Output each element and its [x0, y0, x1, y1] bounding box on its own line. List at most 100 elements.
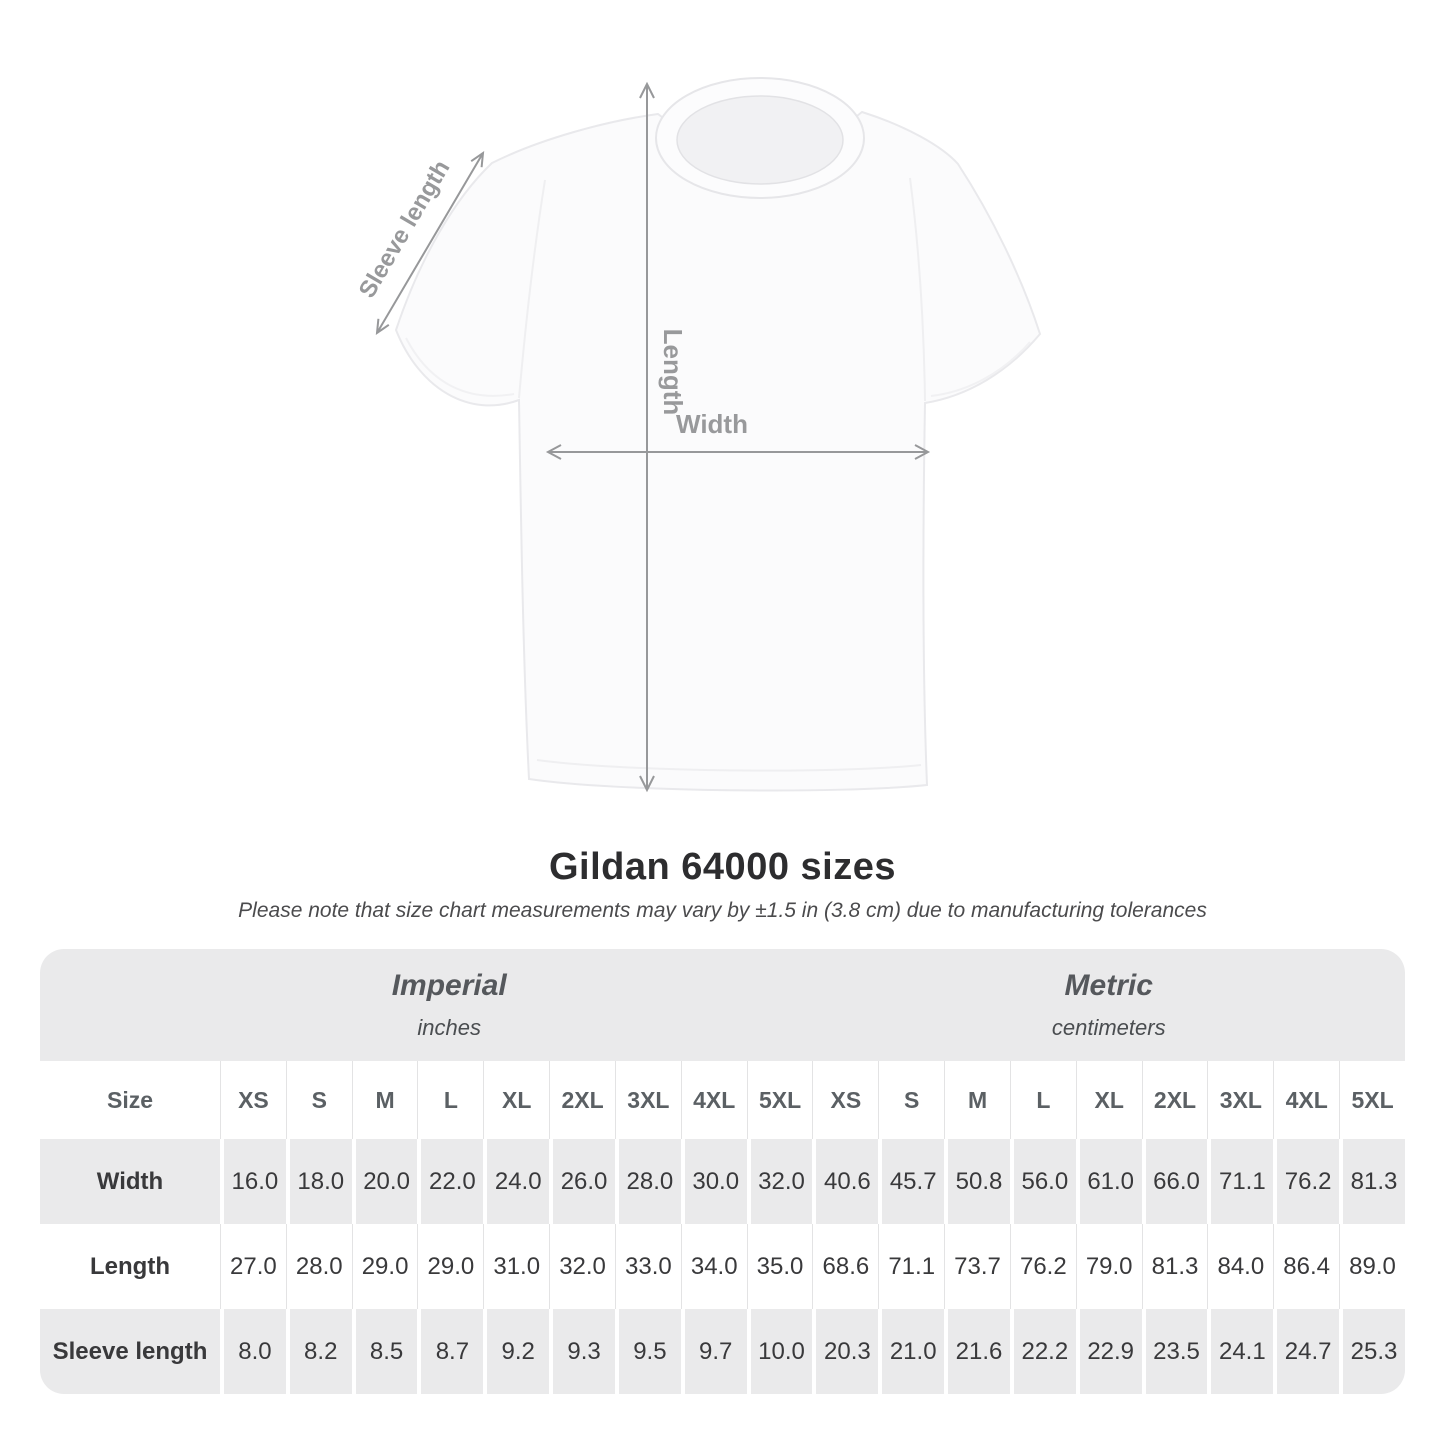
- value-cell: 76.2: [1009, 1224, 1076, 1309]
- value-cell: 8.0: [220, 1309, 286, 1394]
- size-header-cell: S: [285, 1061, 352, 1139]
- size-header-cell: 3XL: [1207, 1061, 1274, 1139]
- value-cell: 18.0: [285, 1139, 352, 1224]
- imperial-group-unit: inches: [417, 1015, 482, 1040]
- value-cell: 10.0: [746, 1309, 813, 1394]
- size-table: Imperial inches Metric centimeters Size …: [40, 949, 1405, 1394]
- value-cell: 28.0: [285, 1224, 352, 1309]
- value-cell: 33.0: [614, 1224, 681, 1309]
- value-cell: 71.1: [1207, 1139, 1274, 1224]
- value-cell: 8.5: [351, 1309, 418, 1394]
- value-cell: 9.5: [614, 1309, 681, 1394]
- size-header-cell: 4XL: [1273, 1061, 1340, 1139]
- length-label: Length: [658, 329, 688, 416]
- value-cell: 29.0: [351, 1224, 418, 1309]
- tshirt-measurement-figure: Width Length Sleeve length: [354, 77, 1042, 793]
- width-row: Width 16.0 18.0 20.0 22.0 24.0 26.0 28.0…: [40, 1139, 1405, 1224]
- value-cell: 22.9: [1075, 1309, 1142, 1394]
- metric-group-title: Metric: [1064, 969, 1153, 1002]
- size-header-cell: XL: [1075, 1061, 1142, 1139]
- value-cell: 35.0: [746, 1224, 813, 1309]
- size-header-cell: 5XL: [746, 1061, 813, 1139]
- value-cell: 21.6: [944, 1309, 1010, 1394]
- imperial-group-header: Imperial inches: [40, 949, 813, 1061]
- size-table-card: Imperial inches Metric centimeters Size …: [40, 949, 1405, 1394]
- row-label-sleeve-length: Sleeve length: [40, 1309, 220, 1394]
- tshirt-illustration: Width Length Sleeve length: [354, 77, 1042, 793]
- metric-group-header: Metric centimeters: [812, 949, 1405, 1061]
- unit-group-row: Imperial inches Metric centimeters: [40, 949, 1405, 1061]
- value-cell: 45.7: [878, 1139, 945, 1224]
- value-cell: 27.0: [220, 1224, 286, 1309]
- tolerance-note: Please note that size chart measurements…: [238, 899, 1207, 922]
- value-cell: 25.3: [1339, 1309, 1405, 1394]
- row-label-width: Width: [40, 1139, 220, 1224]
- value-cell: 24.0: [483, 1139, 550, 1224]
- value-cell: 20.3: [812, 1309, 879, 1394]
- size-header-cell: 2XL: [549, 1061, 615, 1139]
- sleeve-length-row: Sleeve length 8.0 8.2 8.5 8.7 9.2 9.3 9.…: [40, 1309, 1405, 1394]
- size-corner-label: Size: [40, 1061, 220, 1139]
- value-cell: 9.7: [680, 1309, 747, 1394]
- value-cell: 32.0: [746, 1139, 813, 1224]
- collar-inner: [676, 95, 844, 185]
- value-cell: 29.0: [417, 1224, 484, 1309]
- value-cell: 50.8: [944, 1139, 1010, 1224]
- value-cell: 84.0: [1207, 1224, 1274, 1309]
- value-cell: 73.7: [944, 1224, 1010, 1309]
- value-cell: 31.0: [483, 1224, 550, 1309]
- value-cell: 22.2: [1009, 1309, 1076, 1394]
- value-cell: 23.5: [1141, 1309, 1208, 1394]
- imperial-group-title: Imperial: [391, 969, 507, 1002]
- value-cell: 30.0: [680, 1139, 747, 1224]
- measurement-arrows: [375, 81, 931, 793]
- size-header-cell: M: [351, 1061, 418, 1139]
- value-cell: 56.0: [1009, 1139, 1076, 1224]
- size-header-cell: M: [944, 1061, 1010, 1139]
- row-label-length: Length: [40, 1224, 220, 1309]
- size-header-cell: S: [878, 1061, 945, 1139]
- size-header-cell: XS: [812, 1061, 879, 1139]
- value-cell: 76.2: [1273, 1139, 1340, 1224]
- size-header-cell: L: [1009, 1061, 1076, 1139]
- value-cell: 20.0: [351, 1139, 418, 1224]
- sleeve-length-arrow: [375, 150, 485, 336]
- value-cell: 66.0: [1141, 1139, 1208, 1224]
- value-cell: 8.2: [285, 1309, 352, 1394]
- value-cell: 21.0: [878, 1309, 945, 1394]
- value-cell: 8.7: [417, 1309, 484, 1394]
- value-cell: 9.3: [549, 1309, 615, 1394]
- size-header-cell: 2XL: [1141, 1061, 1208, 1139]
- size-header-cell: 3XL: [614, 1061, 681, 1139]
- value-cell: 34.0: [680, 1224, 747, 1309]
- value-cell: 68.6: [812, 1224, 879, 1309]
- value-cell: 89.0: [1339, 1224, 1405, 1309]
- size-header-cell: XS: [220, 1061, 286, 1139]
- size-header-cell: L: [417, 1061, 484, 1139]
- value-cell: 28.0: [614, 1139, 681, 1224]
- value-cell: 22.0: [417, 1139, 484, 1224]
- width-label: Width: [676, 409, 748, 439]
- value-cell: 81.3: [1339, 1139, 1405, 1224]
- value-cell: 16.0: [220, 1139, 286, 1224]
- value-cell: 81.3: [1141, 1224, 1208, 1309]
- value-cell: 40.6: [812, 1139, 879, 1224]
- value-cell: 71.1: [878, 1224, 945, 1309]
- length-row: Length 27.0 28.0 29.0 29.0 31.0 32.0 33.…: [40, 1224, 1405, 1309]
- value-cell: 24.1: [1207, 1309, 1274, 1394]
- page-title: Gildan 64000 sizes: [549, 846, 896, 888]
- metric-group-unit: centimeters: [1051, 1015, 1166, 1040]
- size-header-cell: XL: [483, 1061, 550, 1139]
- width-arrow: [545, 444, 931, 460]
- size-header-row: Size XS S M L XL 2XL 3XL 4XL 5XL XS S M …: [40, 1061, 1405, 1139]
- size-header-cell: 5XL: [1339, 1061, 1405, 1139]
- length-arrow: [639, 81, 655, 793]
- value-cell: 79.0: [1075, 1224, 1142, 1309]
- size-header-cell: 4XL: [680, 1061, 747, 1139]
- value-cell: 24.7: [1273, 1309, 1340, 1394]
- value-cell: 86.4: [1273, 1224, 1340, 1309]
- value-cell: 26.0: [549, 1139, 615, 1224]
- value-cell: 32.0: [549, 1224, 615, 1309]
- value-cell: 9.2: [483, 1309, 550, 1394]
- value-cell: 61.0: [1075, 1139, 1142, 1224]
